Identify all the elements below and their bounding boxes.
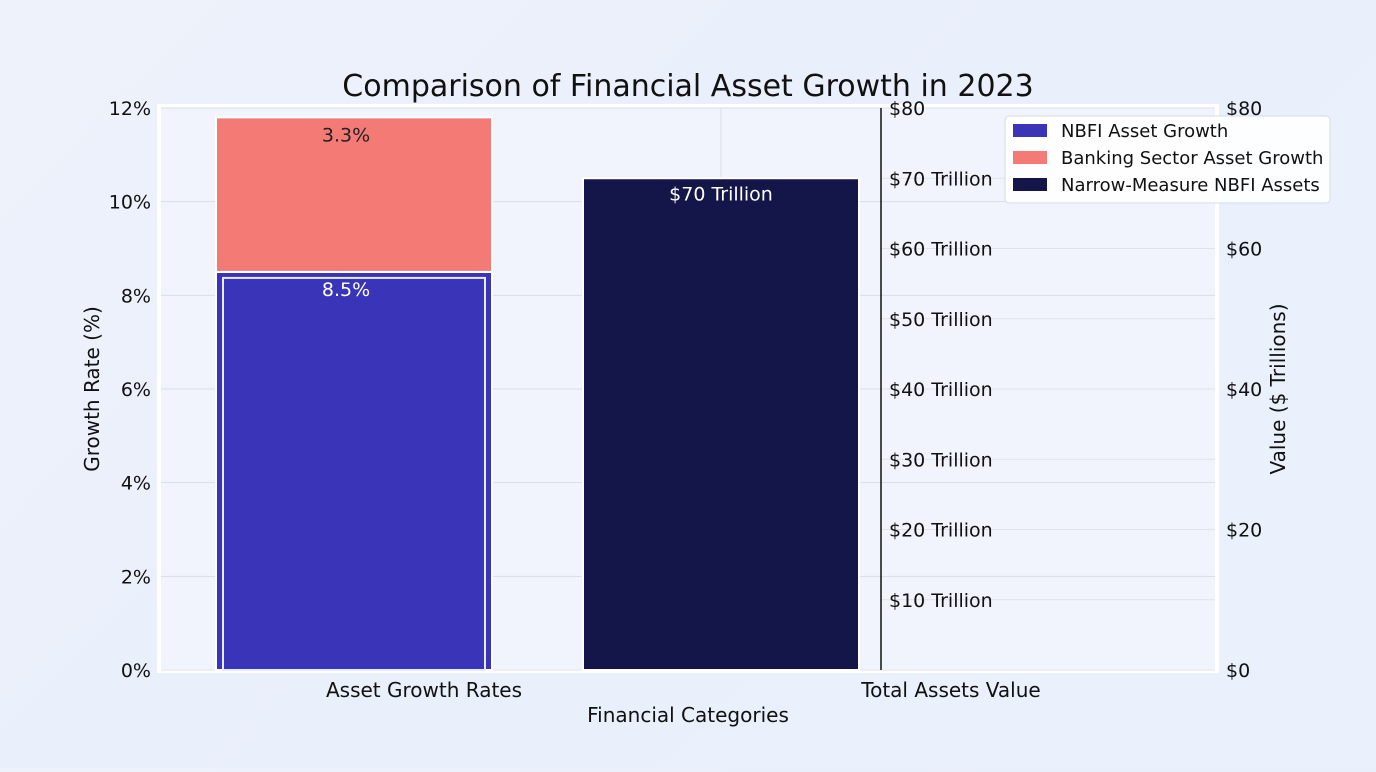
inner-tick-label-7: $80 (889, 98, 925, 120)
y-tick-label-2: 4% (121, 473, 151, 495)
legend-box (1004, 115, 1331, 204)
bar-nbfi-asset-growth (215, 270, 493, 671)
legend-swatch-0 (1013, 124, 1047, 137)
legend: NBFI Asset Growth Banking Sector Asset Gr… (1004, 115, 1331, 204)
y-tick-label-1: 2% (121, 566, 151, 588)
data-label-banking: 3.3% (322, 124, 370, 146)
x-tick-label-1: Total Assets Value (860, 678, 1040, 702)
data-label-nbfi: 8.5% (322, 279, 370, 301)
inner-tick-label-3: $40 Trillion (889, 379, 993, 401)
bar-banking-sector-asset-growth (215, 116, 493, 273)
y2-tick-label-1: $20 (1226, 520, 1262, 542)
bar-narrow-measure-nbfi-assets (582, 177, 860, 671)
x-axis-label: Financial Categories (587, 703, 789, 727)
inner-tick-label-2: $30 Trillion (889, 449, 993, 471)
inner-value-axis: $10 Trillion $20 Trillion $30 Trillion $40 … (880, 98, 993, 670)
x-tick-label-0: Asset Growth Rates (326, 678, 522, 702)
y-tick-label-6: 12% (109, 98, 151, 120)
bar-nbfi-inner-outline (222, 276, 486, 671)
left-axis: 0% 2% 4% 6% 8% 10% 12% (109, 98, 151, 682)
y-tick-label-0: 0% (121, 660, 151, 682)
inner-tick-label-1: $20 Trillion (889, 520, 993, 542)
bars: 8.5% 3.3% $70 Trillion (215, 116, 860, 671)
y-tick-label-4: 8% (121, 285, 151, 307)
inner-tick-label-4: $50 Trillion (889, 309, 993, 331)
inner-tick-label-0: $10 Trillion (889, 590, 993, 612)
right-axis: $0 $20 $40 $60 $80 (1226, 98, 1262, 682)
inner-tick-label-5: $60 Trillion (889, 239, 993, 261)
y2-axis-label: Value ($ Trillions) (1266, 303, 1290, 474)
x-axis: Asset Growth Rates Total Assets Value (326, 678, 1041, 702)
legend-items: NBFI Asset Growth Banking Sector Asset Gr… (1013, 121, 1323, 196)
inner-tick-label-6: $70 Trillion (889, 168, 993, 190)
y2-tick-label-2: $40 (1226, 379, 1262, 401)
y-tick-label-3: 6% (121, 379, 151, 401)
y-axis-label: Growth Rate (%) (80, 306, 104, 472)
legend-swatch-2 (1013, 178, 1047, 191)
y2-tick-label-4: $80 (1226, 98, 1262, 120)
y2-tick-label-3: $60 (1226, 239, 1262, 261)
legend-label-1: Banking Sector Asset Growth (1061, 148, 1323, 169)
legend-label-0: NBFI Asset Growth (1061, 121, 1228, 142)
y2-tick-label-0: $0 (1226, 660, 1250, 682)
legend-swatch-1 (1013, 151, 1047, 164)
chart-title: Comparison of Financial Asset Growth in … (342, 69, 1033, 104)
y-tick-label-5: 10% (109, 192, 151, 214)
legend-label-2: Narrow-Measure NBFI Assets (1061, 175, 1320, 196)
data-label-total-assets: $70 Trillion (669, 183, 773, 205)
